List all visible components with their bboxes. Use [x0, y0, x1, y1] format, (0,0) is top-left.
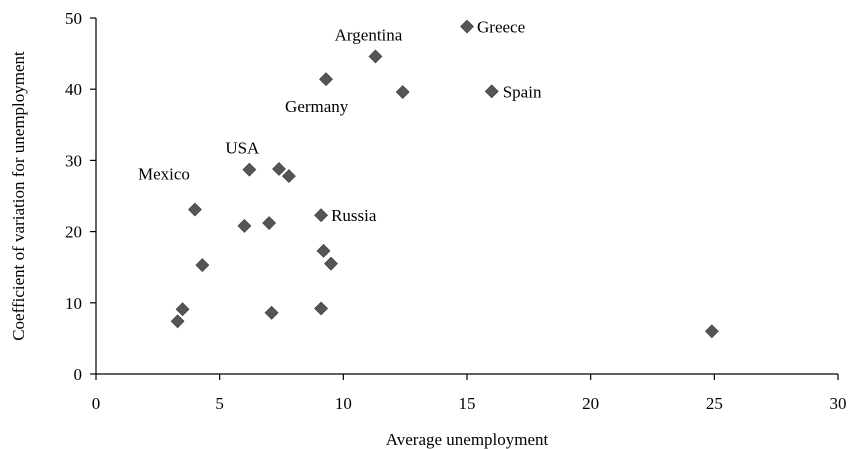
y-tick-label: 0 [74, 365, 83, 384]
y-axis-title: Coefficient of variation for unemploymen… [9, 51, 28, 341]
data-point-marker [368, 49, 383, 64]
data-points [170, 19, 719, 339]
ticks: 0 10 20 30 40 50 0 5 10 15 20 25 30 [65, 9, 847, 413]
data-point-marker [460, 19, 474, 34]
point-label: Spain [503, 82, 542, 101]
point-label: Greece [477, 18, 525, 37]
y-tick-label: 40 [65, 80, 82, 99]
data-point-marker [704, 324, 719, 339]
data-point-marker [314, 301, 328, 316]
point-labels: Greece Argentina Germany Spain USA Mexico Russ… [138, 18, 542, 226]
data-point-marker [272, 162, 286, 176]
data-point-marker [262, 216, 277, 230]
data-point-marker [237, 218, 252, 233]
x-axis-title: Average unemployment [386, 430, 549, 449]
y-tick-label: 20 [65, 223, 82, 242]
data-point-marker [195, 258, 210, 272]
data-point-marker [170, 314, 185, 329]
data-point-marker [175, 302, 190, 317]
axes [95, 18, 838, 375]
data-point-marker [281, 169, 296, 183]
data-point-marker [264, 305, 279, 320]
point-label: Germany [285, 97, 349, 116]
data-point-marker [484, 84, 499, 99]
x-tick-label: 5 [215, 394, 224, 413]
x-tick-label: 10 [335, 394, 352, 413]
point-label: Argentina [335, 25, 403, 44]
x-tick-label: 15 [459, 394, 476, 413]
x-tick-label: 30 [830, 394, 847, 413]
y-tick-label: 10 [65, 294, 82, 313]
data-point-marker [395, 85, 410, 99]
point-label: USA [225, 139, 260, 158]
data-point-marker [319, 72, 333, 87]
data-point-marker [242, 162, 257, 177]
point-label: Russia [331, 206, 377, 225]
data-point-marker [188, 202, 202, 217]
y-tick-label: 50 [65, 9, 82, 28]
y-tick-label: 30 [65, 151, 82, 170]
x-tick-label: 20 [582, 394, 599, 413]
x-tick-label: 0 [92, 394, 101, 413]
data-point-marker [324, 256, 338, 271]
data-point-marker [314, 208, 328, 223]
x-tick-label: 25 [706, 394, 723, 413]
data-point-marker [316, 243, 331, 258]
point-label: Mexico [138, 165, 190, 184]
